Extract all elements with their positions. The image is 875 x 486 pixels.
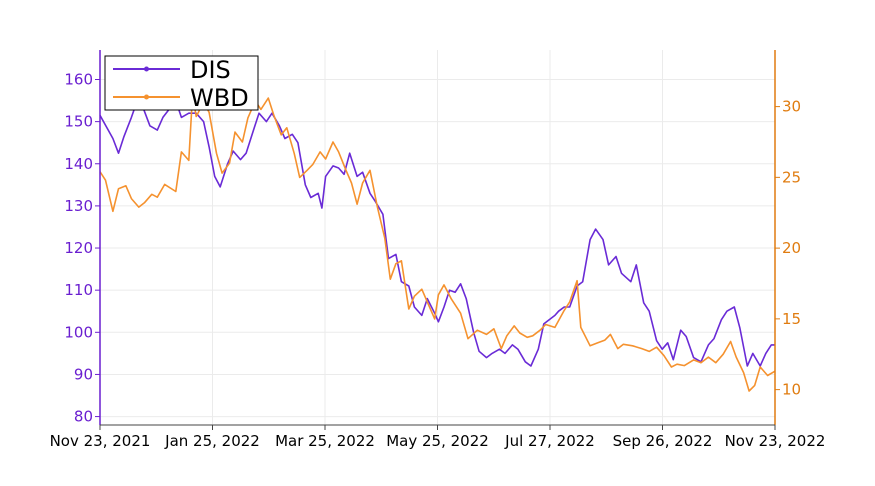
y-right-tick-label-1: 15	[782, 310, 801, 328]
legend-label-dis: DIS	[190, 56, 231, 84]
legend[interactable]: DIS WBD	[104, 55, 259, 112]
y-left-tick-label-2: 100	[64, 323, 93, 341]
y-left-tick-label-6: 140	[64, 155, 93, 173]
y-left-tick-label-0: 80	[74, 408, 93, 426]
y-left-tick-label-1: 90	[74, 365, 93, 383]
y-left-tick-label-4: 120	[64, 239, 93, 257]
x-tick-label-2: Mar 25, 2022	[275, 432, 375, 450]
legend-label-wbd: WBD	[190, 84, 249, 112]
x-tick-label-4: Jul 27, 2022	[504, 432, 595, 450]
x-tick-label-0: Nov 23, 2021	[50, 432, 151, 450]
y-left-tick-label-8: 160	[64, 70, 93, 88]
x-tick-label-6: Nov 23, 2022	[725, 432, 826, 450]
gridlines	[99, 50, 776, 425]
y-right-tick-label-2: 20	[782, 239, 801, 257]
axes-layer: 80 90 100 110 120 130 140 150 160 10 15 20 25 30 Nov 2…	[50, 50, 826, 450]
legend-marker-wbd	[144, 94, 149, 100]
x-tick-label-5: Sep 26, 2022	[613, 432, 713, 450]
y-left-tick-label-7: 150	[64, 113, 93, 131]
y-right-tick-label-0: 10	[782, 381, 801, 399]
y-left-tick-label-3: 110	[64, 281, 93, 299]
x-tick-label-3: May 25, 2022	[386, 432, 489, 450]
y-left-tick-label-5: 130	[64, 197, 93, 215]
legend-box	[104, 55, 259, 111]
legend-marker-dis	[144, 66, 149, 72]
y-right-tick-label-4: 30	[782, 98, 801, 116]
y-right-tick-label-3: 25	[782, 168, 801, 186]
x-tick-label-1: Jan 25, 2022	[164, 432, 260, 450]
